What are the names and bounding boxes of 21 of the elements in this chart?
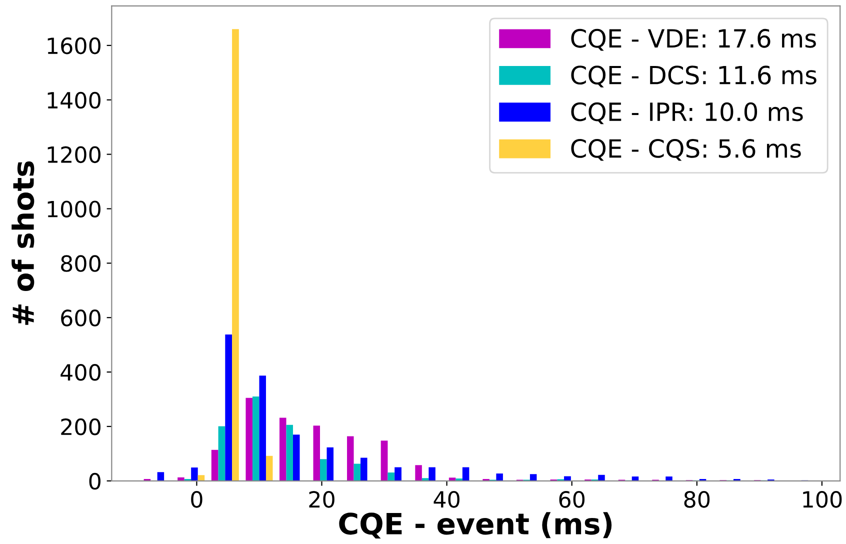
y-tick-label: 1200 xyxy=(48,146,100,164)
y-tick-label: 600 xyxy=(61,310,100,326)
x-tick-label: 80 xyxy=(684,491,710,508)
y-tick-label: 1600 xyxy=(48,37,100,54)
x-tick-label: 0 xyxy=(191,491,202,508)
y-tick-label: 400 xyxy=(60,364,100,381)
legend-label: CQE - VDE: 17.6 ms xyxy=(571,28,816,51)
y-tick-label: 0 xyxy=(89,472,100,490)
y-tick-label: 200 xyxy=(61,418,100,436)
y-axis-title: # of shots xyxy=(12,161,34,325)
legend-label: CQE - IPR: 10.0 ms xyxy=(571,102,803,124)
x-tick-label: 60 xyxy=(559,491,585,508)
y-tick-label: 800 xyxy=(61,255,100,272)
legend-label: CQE - DCS: 11.6 ms xyxy=(571,66,816,88)
legend-label: CQE - CQS: 5.6 ms xyxy=(571,139,801,161)
x-tick-label: 40 xyxy=(434,491,460,508)
y-tick-label: 1400 xyxy=(48,92,100,109)
y-tick-label: 1000 xyxy=(48,200,100,218)
x-tick-label: 100 xyxy=(803,491,842,508)
x-axis-title: CQE - event (ms) xyxy=(339,512,612,539)
x-tick-label: 20 xyxy=(309,491,334,508)
